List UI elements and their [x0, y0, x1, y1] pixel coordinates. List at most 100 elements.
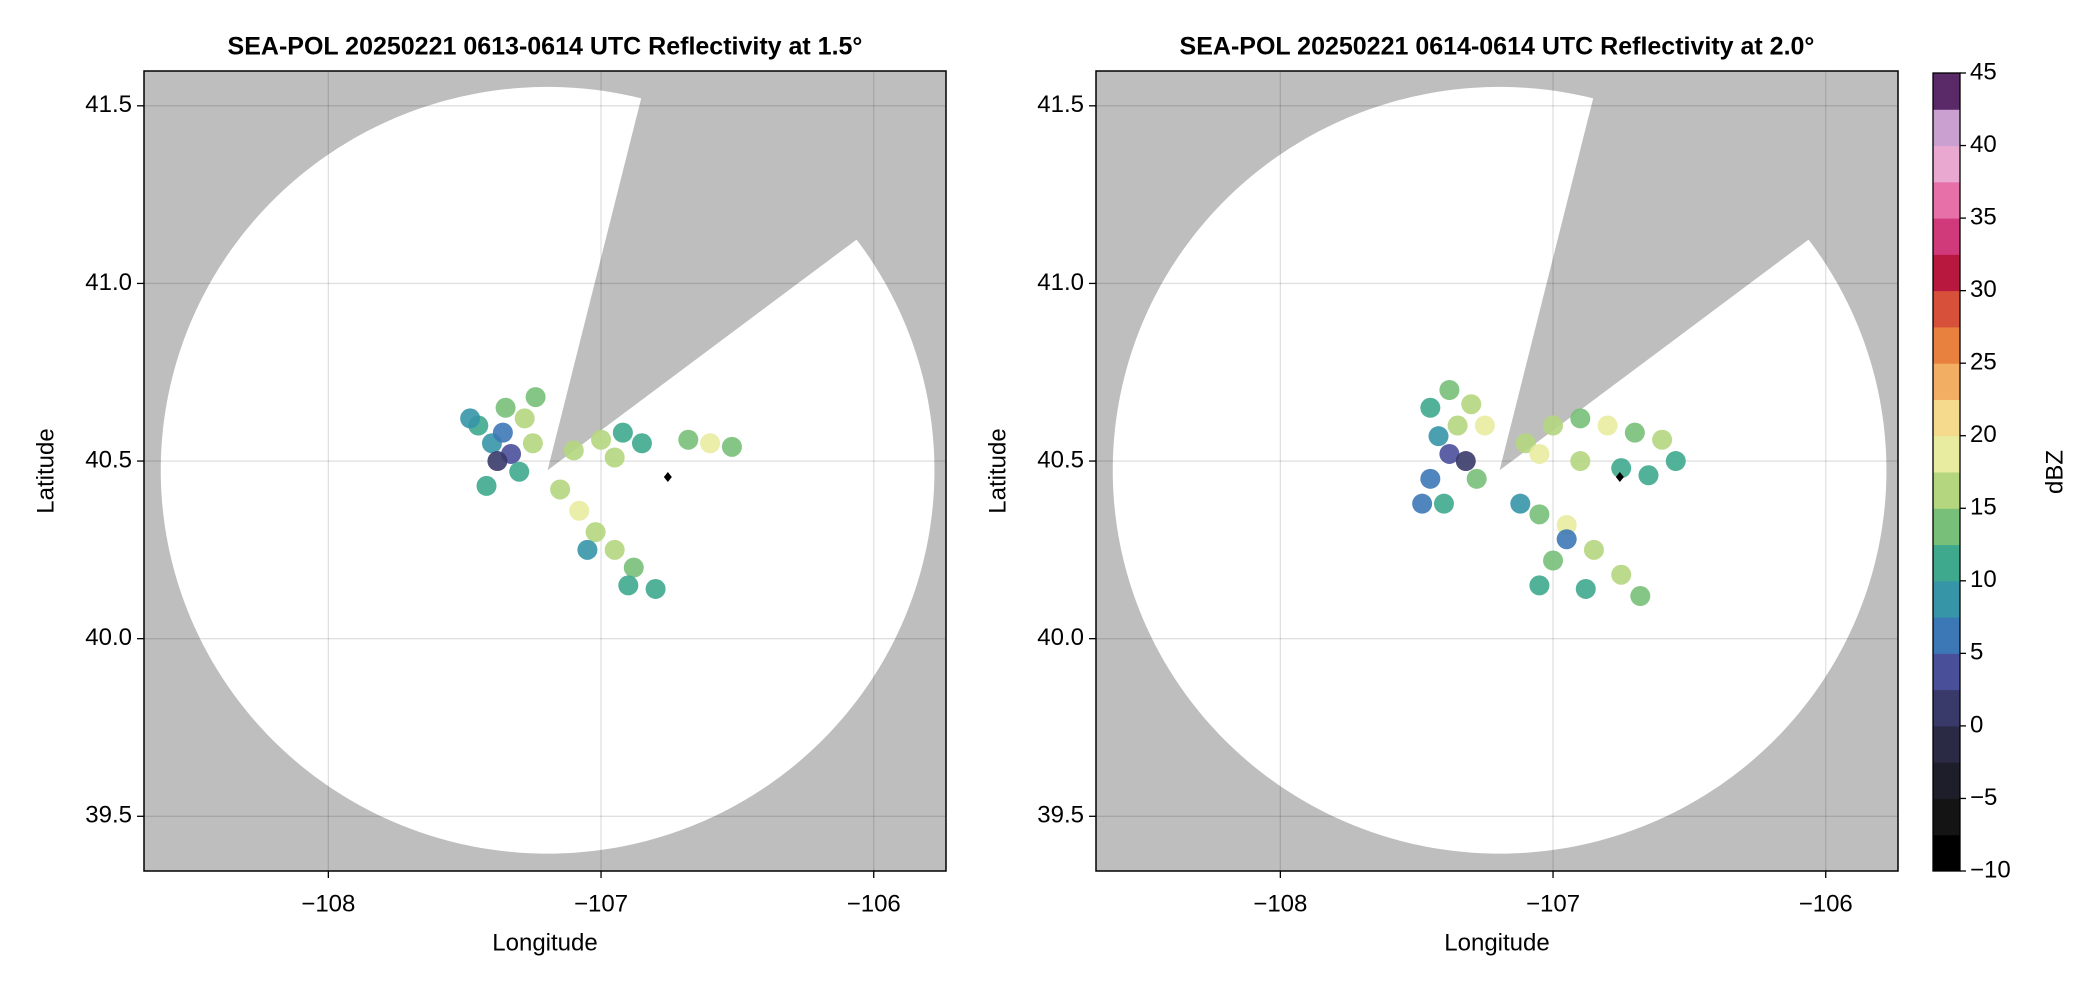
echo: [492, 422, 513, 443]
echo: [1428, 426, 1449, 447]
colorbar-bin: [1933, 472, 1960, 509]
echo: [1447, 415, 1468, 436]
echo: [1652, 429, 1673, 450]
echo: [1583, 539, 1604, 560]
colorbar-tick-label: 30: [1970, 276, 1997, 303]
echo: [623, 557, 644, 578]
echo: [1611, 564, 1632, 585]
colorbar-bin: [1933, 145, 1960, 183]
echo: [1575, 578, 1596, 599]
x-tick-label: −108: [1253, 890, 1307, 917]
radar-coverage: [160, 86, 935, 854]
x-axis-label: Longitude: [492, 929, 597, 956]
x-tick-label: −108: [301, 890, 355, 917]
colorbar-bin: [1933, 218, 1960, 255]
colorbar-tick-label: 35: [1970, 203, 1997, 230]
colorbar-bin: [1933, 109, 1960, 147]
echo: [577, 539, 598, 560]
colorbar-bin: [1933, 254, 1960, 292]
echo: [645, 578, 666, 599]
echo: [678, 429, 699, 450]
echo: [525, 387, 546, 408]
colorbar-tick-label: 10: [1970, 566, 1997, 593]
y-tick-label: 40.5: [1037, 446, 1084, 473]
echo: [550, 479, 571, 500]
y-tick-label: 41.5: [1037, 91, 1084, 118]
echo: [460, 408, 481, 429]
colorbar-frame: [1932, 72, 1961, 872]
echo: [522, 433, 543, 454]
echo: [631, 433, 652, 454]
echo: [495, 397, 516, 418]
x-tick-label: −106: [847, 890, 901, 917]
echo: [1515, 433, 1536, 454]
echo: [1461, 394, 1482, 415]
echo: [1474, 415, 1495, 436]
echo: [1556, 514, 1577, 535]
colorbar-bin: [1933, 508, 1960, 546]
echo: [1439, 443, 1460, 464]
axes-frame: [143, 70, 947, 872]
x-tick-label: −106: [1799, 890, 1853, 917]
y-tick-label: 39.5: [85, 802, 132, 829]
echo: [1543, 550, 1564, 571]
colorbar-bin: [1933, 290, 1960, 328]
colorbar-bin: [1933, 73, 1960, 110]
axes-frame: [1095, 70, 1899, 872]
echo: [1624, 422, 1645, 443]
echo: [1556, 529, 1577, 550]
echo: [1433, 493, 1454, 514]
colorbar-tick-label: 0: [1970, 711, 1983, 738]
colorbar-bin: [1933, 653, 1960, 691]
colorbar-tick-label: −10: [1970, 856, 2011, 883]
colorbar-bin: [1933, 181, 1960, 219]
site-marker: [663, 472, 672, 483]
y-tick-label: 40.5: [85, 446, 132, 473]
colorbar-bin: [1933, 399, 1960, 437]
site-marker: [1615, 472, 1624, 483]
y-tick-label: 39.5: [1037, 802, 1084, 829]
colorbar-tick-label: 40: [1970, 131, 1997, 158]
colorbar-bin: [1933, 689, 1960, 727]
x-axis-label: Longitude: [1444, 929, 1549, 956]
y-axis-label: Latitude: [32, 428, 59, 513]
colorbar-tick-label: 15: [1970, 494, 1997, 521]
colorbar-bin: [1933, 326, 1960, 364]
panel-title: SEA-POL 20250221 0614-0614 UTC Reflectiv…: [1180, 33, 1815, 61]
echo: [1510, 493, 1531, 514]
echo: [1420, 397, 1441, 418]
colorbar-bin: [1933, 762, 1960, 799]
colorbar-bin: [1933, 544, 1960, 582]
y-tick-label: 40.0: [1037, 624, 1084, 651]
echo: [514, 408, 535, 429]
colorbar-tick-label: −5: [1970, 784, 1997, 811]
echo: [618, 575, 639, 596]
echo: [591, 429, 612, 450]
echo: [476, 475, 497, 496]
colorbar-tick-label: 45: [1970, 58, 1997, 85]
echo: [1570, 408, 1591, 429]
colorbar-bin: [1933, 798, 1960, 836]
colorbar-bin: [1933, 725, 1960, 763]
echo: [604, 539, 625, 560]
echo: [1611, 458, 1632, 479]
echo: [721, 436, 742, 457]
echo: [1529, 443, 1550, 464]
y-tick-label: 41.5: [85, 91, 132, 118]
echo: [1466, 468, 1487, 489]
plot-area: [1096, 71, 1898, 871]
y-tick-label: 41.0: [1037, 269, 1084, 296]
echo: [509, 461, 530, 482]
colorbar-bin: [1933, 834, 1960, 872]
echo: [612, 422, 633, 443]
echo: [1638, 465, 1659, 486]
y-tick-label: 41.0: [85, 269, 132, 296]
echo: [569, 500, 590, 521]
echo: [700, 433, 721, 454]
colorbar-tick-label: 25: [1970, 349, 1997, 376]
x-tick-label: −107: [574, 890, 628, 917]
echo: [1597, 415, 1618, 436]
colorbar-bin: [1933, 363, 1960, 400]
echo: [1630, 586, 1651, 607]
